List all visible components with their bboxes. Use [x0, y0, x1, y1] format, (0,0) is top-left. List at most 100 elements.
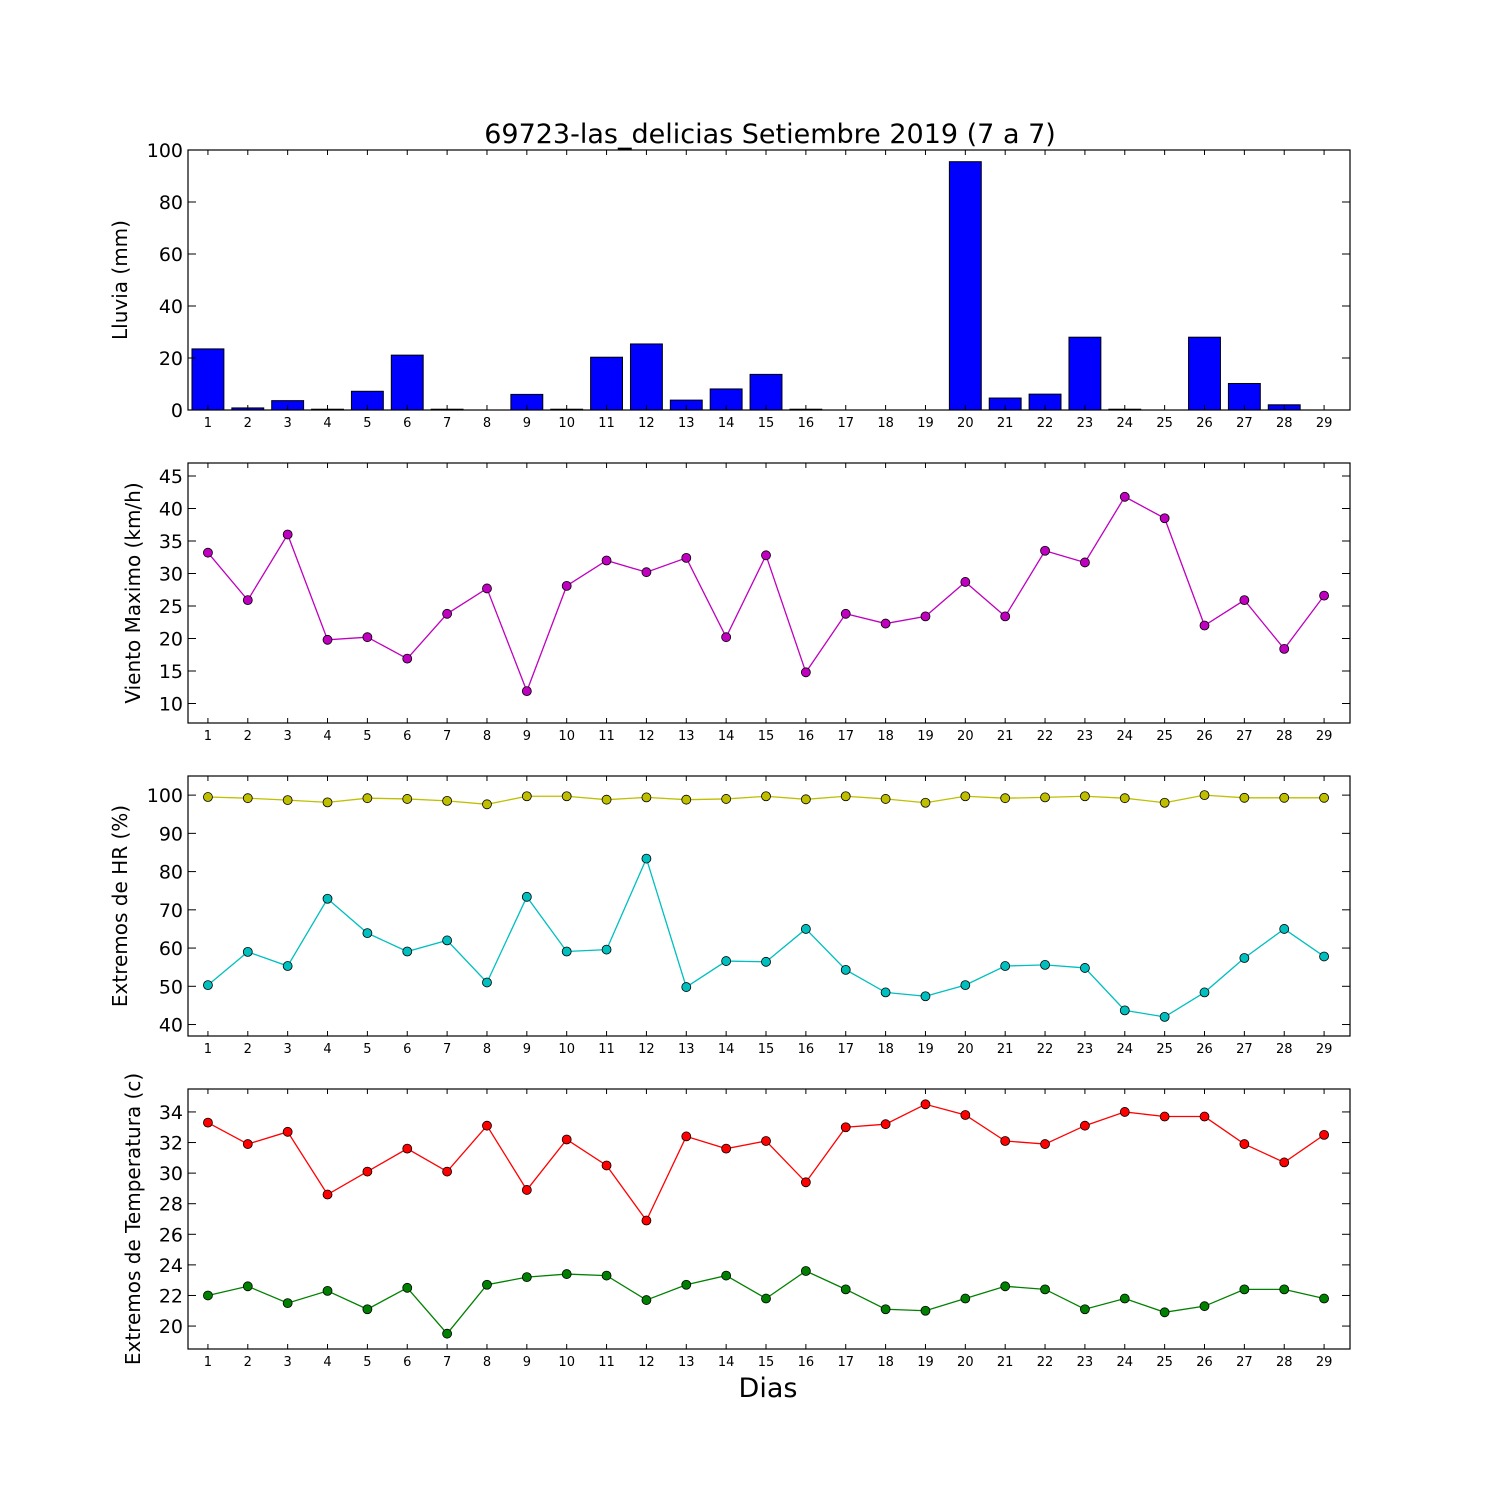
x-tick-label: 2: [244, 1355, 252, 1370]
data-point-1-day-21: [1000, 1136, 1011, 1146]
x-tick-label: 13: [678, 729, 695, 744]
plot-frame: [187, 149, 1351, 411]
data-point-1-day-7: [442, 795, 453, 806]
data-point-2-day-9: [521, 1272, 532, 1283]
data-point-1-day-10: [561, 791, 572, 802]
data-point-1-day-6: [402, 1143, 413, 1154]
x-tick-label: 29: [1316, 416, 1333, 431]
data-point-2-day-8: [482, 1279, 492, 1290]
data-point-2-day-15: [761, 1293, 771, 1304]
y-tick-label: 35: [159, 531, 183, 553]
y-tick-label: 40: [159, 499, 183, 521]
data-point-2-day-23: [1080, 1304, 1090, 1315]
x-tick-label: 23: [1077, 416, 1094, 431]
x-tick-label: 19: [917, 416, 934, 431]
y-tick-label: 50: [159, 976, 183, 998]
data-point-1-day-8: [482, 1120, 492, 1131]
data-point-1-day-12: [641, 792, 652, 803]
x-tick-label: 21: [997, 1355, 1014, 1370]
data-point-1-day-6: [402, 794, 413, 804]
x-tick-label: 15: [758, 1355, 775, 1370]
data-point-1-day-14: [721, 632, 732, 643]
x-tick-label: 16: [798, 1042, 815, 1057]
data-point-1-day-17: [840, 1122, 851, 1133]
data-point-2-day-12: [641, 853, 652, 864]
x-tick-label: 17: [837, 1355, 854, 1370]
data-point-2-day-21: [1000, 961, 1011, 971]
y-axis-label: Extremos de Temperatura (c): [121, 1073, 145, 1365]
x-tick-label: 22: [1037, 416, 1054, 431]
data-point-2-day-10: [561, 946, 572, 957]
bar-day-1: [191, 348, 225, 411]
x-tick-label: 23: [1077, 1042, 1094, 1057]
x-tick-label: 14: [718, 1355, 735, 1370]
x-tick-label: 26: [1196, 729, 1213, 744]
x-tick-label: 17: [837, 729, 854, 744]
data-point-1-day-4: [322, 634, 333, 645]
data-point-2-day-17: [840, 1284, 851, 1295]
x-tick-label: 10: [558, 1355, 575, 1370]
y-tick-label: 34: [159, 1102, 183, 1124]
data-point-2-day-27: [1239, 953, 1250, 963]
data-point-1-day-1: [203, 547, 213, 558]
data-point-1-day-28: [1279, 644, 1290, 654]
x-tick-label: 3: [284, 729, 292, 744]
data-point-1-day-14: [721, 794, 732, 804]
y-tick-label: 60: [159, 244, 183, 266]
data-point-2-day-26: [1199, 987, 1210, 998]
data-point-1-day-20: [960, 577, 971, 587]
x-tick-label: 6: [403, 1355, 411, 1370]
x-tick-label: 24: [1117, 416, 1134, 431]
data-point-1-day-11: [601, 794, 612, 805]
x-tick-label: 11: [598, 1355, 615, 1370]
data-point-2-day-22: [1040, 1284, 1050, 1295]
data-point-1-day-10: [561, 580, 572, 591]
x-tick-label: 26: [1196, 1042, 1213, 1057]
data-point-1-day-15: [761, 1136, 771, 1146]
data-point-2-day-7: [442, 1328, 453, 1339]
data-point-1-day-18: [880, 618, 891, 629]
data-point-2-day-17: [840, 964, 851, 975]
x-tick-label: 16: [798, 416, 815, 431]
x-tick-label: 3: [284, 1355, 292, 1370]
y-tick-label: 100: [147, 785, 183, 807]
x-tick-label: 20: [957, 1355, 974, 1370]
x-tick-label: 23: [1077, 729, 1094, 744]
y-tick-label: 80: [159, 862, 183, 884]
data-point-1-day-21: [1000, 611, 1011, 622]
x-tick-label: 26: [1196, 416, 1213, 431]
data-point-1-day-17: [840, 791, 851, 802]
x-tick-label: 2: [244, 416, 252, 431]
y-tick-label: 28: [159, 1194, 183, 1216]
x-tick-label: 22: [1037, 1042, 1054, 1057]
data-point-1-day-22: [1040, 792, 1050, 803]
data-point-1-day-26: [1199, 1111, 1210, 1122]
plot-frame: [187, 775, 1351, 1037]
data-point-1-day-23: [1080, 1120, 1090, 1131]
data-point-2-day-15: [761, 956, 771, 967]
x-tick-label: 13: [678, 416, 695, 431]
data-point-1-day-19: [920, 1099, 931, 1110]
data-point-1-day-22: [1040, 1139, 1050, 1149]
data-point-2-day-27: [1239, 1284, 1250, 1295]
y-tick-label: 26: [159, 1224, 183, 1246]
data-point-1-day-4: [322, 1189, 333, 1200]
data-point-1-day-15: [761, 791, 771, 802]
data-point-2-day-24: [1119, 1293, 1130, 1304]
panel-1: 1 2 3 4 5 6 7 8 9 10 11 12 13 14 15 16 17 18 19 20 21 22 23 24 2…: [108, 140, 1351, 431]
x-tick-label: 24: [1117, 1355, 1134, 1370]
data-point-2-day-28: [1279, 924, 1290, 934]
data-point-1-day-16: [800, 667, 811, 678]
bar-day-26: [1188, 336, 1221, 411]
x-tick-label: 25: [1156, 1042, 1173, 1057]
data-point-1-day-13: [681, 553, 692, 563]
data-point-2-day-5: [362, 928, 373, 939]
y-tick-label: 45: [159, 466, 183, 488]
x-tick-label: 5: [363, 1355, 371, 1370]
data-point-1-day-6: [402, 653, 413, 664]
x-tick-label: 27: [1236, 416, 1253, 431]
data-point-2-day-18: [880, 1304, 891, 1315]
plot-frame: [187, 462, 1351, 724]
bar-day-15: [749, 373, 783, 411]
x-tick-label: 7: [443, 1355, 451, 1370]
